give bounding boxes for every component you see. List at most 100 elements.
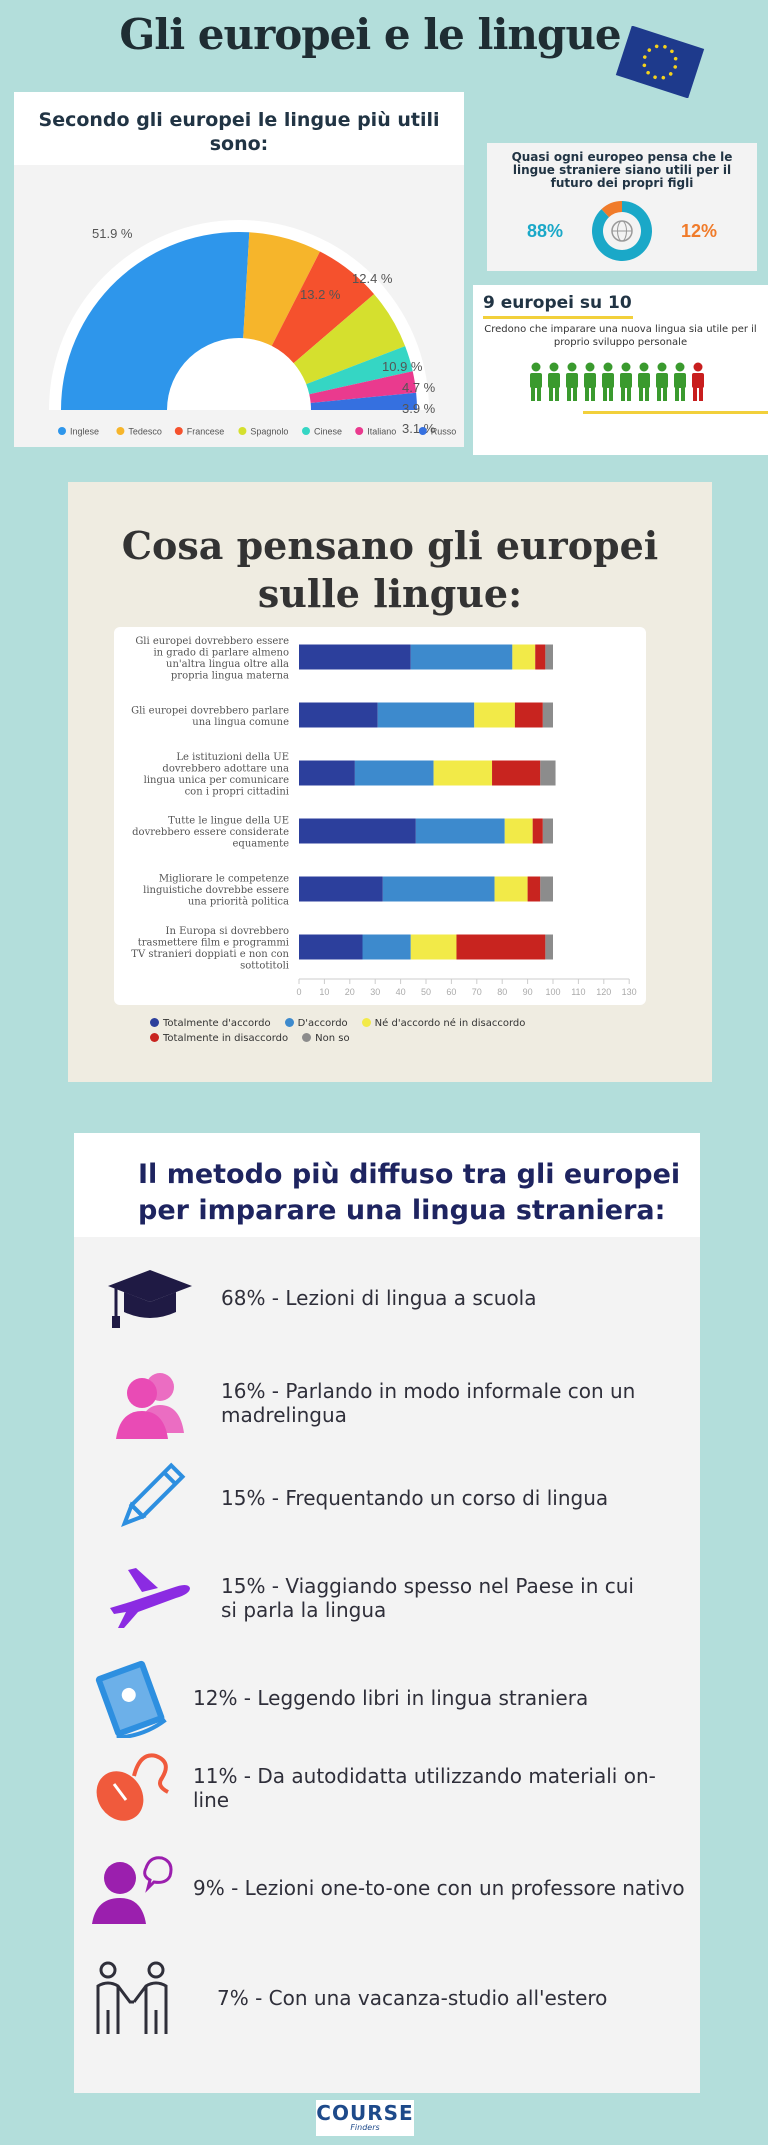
x-tick-label: 130 — [622, 987, 637, 997]
children-future-chart: 88% 12% — [527, 201, 717, 261]
x-tick-label: 110 — [571, 987, 585, 997]
opinions-chart-box: 0 10 20 30 40 50 60 70 80 90 100 110 120 130 Gli europ… — [114, 627, 646, 1005]
slice-francese — [271, 251, 375, 364]
slice-italiano — [309, 371, 417, 404]
legend-label: Italiano — [367, 427, 396, 437]
legend-label: Francese — [187, 427, 225, 437]
category-label: un'altra lingua oltre alla — [166, 659, 289, 670]
logo-subtext: Finders — [350, 2123, 380, 2132]
speaking-person-icon — [74, 1843, 189, 1933]
donut-slice — [592, 201, 652, 261]
flag-star — [668, 72, 673, 76]
flag-star — [673, 65, 678, 69]
bar-segment — [299, 934, 363, 960]
bar-segment — [362, 934, 411, 960]
bar-segment — [492, 760, 541, 786]
flag-star — [654, 44, 659, 49]
x-tick-label: 100 — [545, 987, 560, 997]
person-icon — [584, 362, 596, 401]
donut-slice — [601, 201, 622, 218]
bar-segment — [299, 644, 411, 670]
bar-segment — [535, 644, 546, 670]
category-label: una priorità politica — [188, 897, 289, 908]
x-tick-label: 30 — [370, 987, 380, 997]
flag-star — [661, 75, 666, 80]
flag-star — [642, 55, 647, 59]
divider-line — [583, 411, 768, 414]
category-label: equamente — [233, 839, 290, 850]
flag-star — [646, 70, 650, 75]
flag-star — [653, 75, 657, 80]
flag-star — [647, 48, 652, 52]
x-tick-label: 60 — [446, 987, 456, 997]
pencil-icon — [92, 1453, 207, 1543]
bar-segment — [494, 876, 528, 902]
opinions-chart: 0 10 20 30 40 50 60 70 80 90 100 110 120 130 Gli europ… — [131, 636, 637, 997]
bar-segment — [299, 876, 383, 902]
children-future-panel: Quasi ogni europeo pensa che le lingue s… — [487, 143, 757, 271]
nine-out-of-ten-panel: 9 europei su 10 Credono che imparare una… — [473, 285, 768, 455]
bar-segment — [542, 818, 553, 844]
bar-segment — [512, 644, 536, 670]
category-label: Gli europei dovrebbero parlare — [131, 705, 289, 716]
flag-star — [670, 49, 674, 54]
main-title: Gli europei e le lingue — [119, 10, 621, 59]
category-label: linguistiche dovrebbe essere — [143, 885, 289, 896]
category-label: In Europa si dovrebbero — [166, 926, 289, 937]
legend-item: Non so — [302, 1033, 350, 1044]
method-text: 9% - Lezioni one-to-one con un professor… — [193, 1876, 685, 1900]
handshake-icon — [74, 1953, 189, 2043]
method-item: 11% - Da autodidatta utilizzando materia… — [74, 1743, 700, 1833]
slice-russo — [310, 392, 417, 410]
method-item: 15% - Viaggiando spesso nel Paese in cui… — [74, 1553, 700, 1643]
legend-dot — [58, 427, 66, 435]
bar-segment — [433, 760, 493, 786]
legend-dot — [174, 427, 183, 435]
bar-segment — [410, 934, 457, 960]
bar-segment — [354, 760, 434, 786]
bar-segment — [545, 644, 553, 670]
bar-segment — [382, 876, 495, 902]
legend-label: D'accordo — [297, 1018, 348, 1029]
slice-label: 13.2 % — [300, 287, 341, 302]
useful-languages-chart: 51.9 % 13.2 % 12.4 % 10.9 % 4.7 % 3.9 % 3.1 % I… — [49, 220, 456, 437]
person-icon — [692, 362, 704, 401]
methods-panel: Il metodo più diffuso tra gli europei pe… — [74, 1133, 700, 2093]
methods-title: Il metodo più diffuso tra gli europei pe… — [74, 1133, 700, 1237]
airplane-icon — [92, 1553, 207, 1643]
bar-segment — [545, 934, 553, 960]
title-underline — [483, 316, 633, 319]
bar-segment — [542, 702, 553, 728]
legend-dot — [150, 1033, 159, 1042]
method-text: 15% - Viaggiando spesso nel Paese in cui… — [221, 1574, 634, 1622]
bar-segment — [540, 760, 556, 786]
slice-label: 12.4 % — [352, 271, 393, 286]
logo-text: COURSE — [316, 2101, 414, 2125]
method-text: 68% - Lezioni di lingua a scuola — [221, 1286, 537, 1310]
slice-label: 51.9 % — [92, 226, 133, 241]
slice-inglese — [61, 232, 250, 410]
legend-label: Non so — [315, 1033, 350, 1044]
method-item: 7% - Con una vacanza-studio all'estero — [74, 1953, 700, 2043]
slice-cinese — [306, 346, 413, 395]
x-tick-label: 70 — [472, 987, 482, 997]
category-label: Tutte le lingue della UE — [168, 816, 289, 827]
person-icon — [602, 362, 614, 401]
legend-label: Totalmente d'accordo — [163, 1018, 271, 1029]
category-label: TV stranieri doppiati e non con — [131, 949, 289, 960]
flag-star — [642, 63, 647, 68]
opinions-title: Cosa pensano gli europei sulle lingue: — [121, 523, 659, 616]
method-item: 9% - Lezioni one-to-one con un professor… — [74, 1843, 700, 1933]
person-icon — [656, 362, 668, 401]
opinions-panel: Cosa pensano gli europei sulle lingue: 0… — [68, 482, 712, 1082]
method-item: 12% - Leggendo libri in lingua straniera — [74, 1653, 700, 1743]
category-label: Migliorare le competenze — [159, 874, 289, 885]
slice-label: 3.9 % — [402, 401, 436, 416]
methods-title-line-2: per imparare una lingua straniera: — [138, 1195, 666, 1226]
legend-dot — [355, 427, 364, 435]
legend-label: Né d'accordo né in disaccordo — [374, 1018, 526, 1029]
useful-languages-panel: Secondo gli europei le lingue più utili … — [14, 92, 464, 447]
category-label: propria lingua materna — [171, 670, 289, 681]
children-future-title: Quasi ogni europeo pensa che le lingue s… — [511, 150, 733, 190]
category-label: lingua unica per comunicare — [144, 775, 289, 786]
